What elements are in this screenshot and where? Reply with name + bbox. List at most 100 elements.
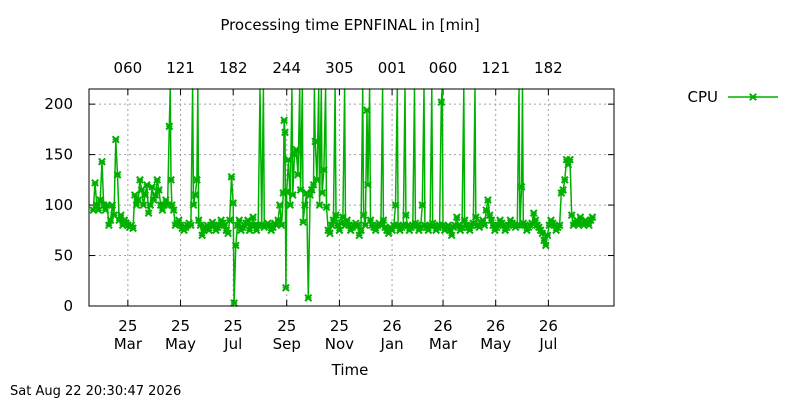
data-point: [379, 216, 388, 225]
y-tick-label: 50: [54, 247, 73, 265]
data-point: [555, 221, 564, 230]
data-point: [281, 128, 289, 137]
data-point: [151, 191, 160, 199]
x-tick-label-line: Jul: [223, 335, 242, 353]
data-point: [198, 231, 207, 240]
data-point: [355, 231, 364, 240]
data-point: [288, 191, 297, 199]
data-point: [529, 209, 538, 218]
top-tick-label: 121: [166, 59, 195, 77]
data-point: [313, 175, 321, 184]
top-tick-label: 060: [114, 59, 143, 77]
y-axis: 0 50 100 150 200: [44, 95, 614, 315]
data-point: [452, 213, 461, 222]
data-point: [174, 216, 183, 225]
data-point: [478, 216, 487, 225]
data-point: [225, 216, 234, 225]
data-point: [284, 155, 293, 164]
data-point: [307, 186, 316, 194]
data-point: [108, 201, 117, 209]
data-point: [540, 236, 548, 245]
x-tick-label-line: Nov: [325, 335, 354, 353]
data-point: [391, 201, 400, 209]
data-point: [359, 211, 368, 220]
x-tick-label: 26 Jul: [538, 317, 558, 353]
data-point: [401, 211, 410, 220]
series-layer: [89, 88, 597, 307]
data-point: [564, 160, 573, 169]
x-tick-label-line: May: [165, 335, 196, 353]
data-point: [418, 201, 427, 209]
top-tick-label: 001: [378, 59, 407, 77]
data-point: [286, 201, 295, 209]
data-point: [111, 135, 120, 144]
data-point: [363, 180, 372, 189]
data-point: [141, 191, 150, 199]
data-point: [294, 170, 302, 179]
data-point: [311, 137, 320, 146]
data-point: [277, 221, 286, 230]
data-point: [322, 203, 331, 211]
data-point: [588, 213, 597, 222]
data-point: [96, 196, 105, 204]
y-tick-label: 150: [44, 146, 73, 164]
x-tick-label-line: 25: [330, 317, 349, 335]
top-tick-label: 244: [272, 59, 301, 77]
data-point: [129, 224, 137, 233]
data-point: [282, 188, 291, 196]
x-tick-label: 25 Sep: [273, 317, 301, 353]
data-point: [299, 218, 308, 227]
data-point: [194, 216, 203, 225]
data-point: [98, 157, 106, 166]
data-point: [132, 201, 141, 209]
data-point: [155, 186, 163, 194]
data-point: [149, 196, 158, 204]
data-point: [366, 216, 375, 225]
data-point: [139, 201, 148, 209]
data-point: [566, 155, 574, 164]
data-point: [161, 196, 170, 204]
x-axis-label: Time: [331, 361, 369, 379]
x-tick-label-line: 25: [171, 317, 190, 335]
y-tick-label: 200: [44, 95, 73, 113]
data-point: [167, 175, 175, 184]
data-point: [290, 150, 299, 159]
data-point: [275, 201, 284, 209]
data-point: [306, 191, 314, 199]
footer-timestamp: Sat Aug 22 20:30:47 2026: [10, 384, 181, 399]
data-point: [191, 191, 200, 199]
data-point: [585, 221, 593, 230]
data-point: [304, 294, 313, 302]
data-point: [231, 241, 240, 250]
top-tick-label: 305: [325, 59, 354, 77]
chart-title: Processing time EPNFINAL in [min]: [220, 16, 479, 34]
data-point: [424, 226, 433, 235]
data-point: [437, 98, 446, 107]
data-point: [113, 170, 122, 179]
data-point: [189, 201, 198, 209]
data-point: [104, 221, 113, 230]
data-point: [249, 213, 257, 222]
x-tick-label-line: 26: [383, 317, 402, 335]
top-tick-label: 182: [534, 59, 563, 77]
data-point: [292, 145, 301, 154]
data-point: [280, 116, 289, 125]
data-point: [541, 241, 550, 250]
series-line-cpu: [92, 88, 594, 304]
data-point: [327, 221, 336, 230]
x-axis-top: 060 121 182 244 305 001 060 121 182: [114, 59, 563, 95]
plot-frame: [88, 88, 615, 307]
data-point: [487, 216, 496, 225]
data-point: [230, 299, 238, 307]
legend-label: CPU: [688, 88, 719, 106]
x-tick-label: 26 Jan: [380, 317, 404, 353]
x-tick-label-line: Mar: [114, 335, 143, 353]
x-tick-label: 25 Mar: [114, 317, 143, 353]
legend: CPU: [688, 88, 778, 106]
x-tick-label-line: 26: [486, 317, 505, 335]
data-point: [300, 201, 309, 209]
data-point: [153, 175, 162, 184]
data-point: [274, 216, 283, 225]
data-point: [319, 165, 328, 174]
